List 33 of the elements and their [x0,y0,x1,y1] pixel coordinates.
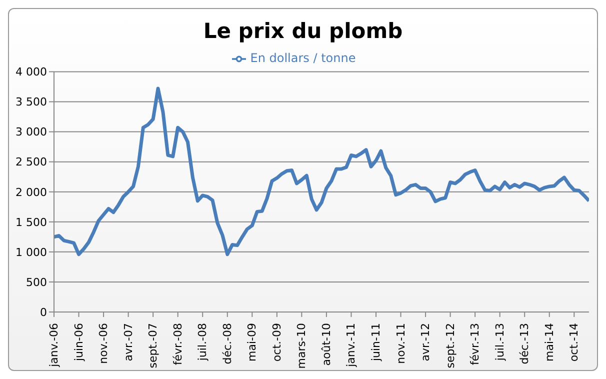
x-tick-label: mai-09 [246,323,259,362]
x-tick-label: févr.-13 [468,323,482,366]
x-tick-label: sept.-07 [146,323,160,368]
legend-label: En dollars / tonne [250,51,356,65]
x-tick-label: juil.-13 [493,323,506,362]
y-tick-label: 2 000 [16,186,47,199]
y-tick-label: 3 500 [16,96,47,109]
y-tick-label: 4 000 [16,66,47,79]
x-tick-label: janv.-11 [344,323,358,368]
x-tick-label: avr.-07 [122,323,135,362]
x-tick-label: nov.-06 [97,323,110,364]
x-tick-label: déc.-13 [518,323,532,364]
y-tick-label: 1 000 [16,246,47,259]
x-tick-label: janv.-06 [48,323,60,368]
x-tick-label: août-10 [320,323,333,366]
x-tick-label: oct.-14 [568,323,581,362]
x-tick-label: oct.-09 [270,323,284,362]
y-tick-label: 2 500 [16,156,47,169]
x-tick-label: mai-14 [542,323,556,362]
y-tick-label: 3 000 [16,126,47,139]
chart-title: Le prix du plomb [202,19,404,43]
x-tick-label: juin-06 [72,323,86,362]
x-tick-label: mars-10 [295,323,308,369]
x-tick-label: févr.-08 [171,323,184,366]
y-tick-label: 1 500 [16,216,47,229]
x-tick-label: nov.-11 [394,323,408,364]
y-tick-label: 0 [40,306,47,319]
x-tick-label: déc.-08 [220,323,234,364]
x-tick-label: juil.-08 [196,323,210,362]
x-tick-label: avr.-12 [419,323,432,362]
x-tick-label: sept.-12 [444,323,457,368]
y-tick-label: 500 [26,276,47,289]
x-tick-label: juin-11 [369,323,382,362]
